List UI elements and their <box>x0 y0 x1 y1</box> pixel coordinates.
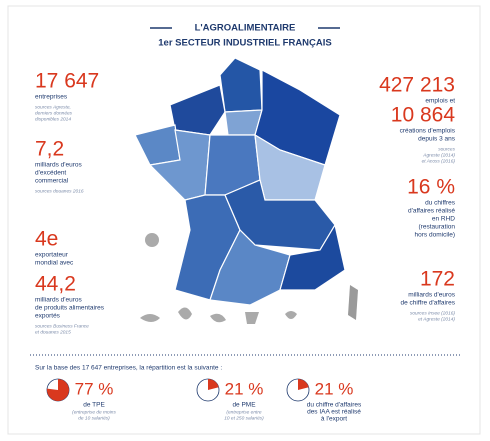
stat-label: en RHD <box>432 216 455 223</box>
stat-number: 16 % <box>407 176 455 199</box>
stat-label: (restauration <box>419 224 456 231</box>
stat-label: milliards d'euros <box>35 162 83 169</box>
stat-label: milliards d'euros <box>35 297 83 304</box>
corsica <box>348 285 358 320</box>
pie-label: 77 % <box>75 379 114 398</box>
region <box>279 223 346 291</box>
stat-number: 7,2 <box>35 138 64 161</box>
pie-note: de 10 salariés) <box>78 415 110 421</box>
stat-label: commercial <box>35 178 69 185</box>
overseas <box>178 307 192 320</box>
region <box>209 228 291 306</box>
pie-text: des IAA est réalisé <box>307 409 361 416</box>
pie-note: (entreprise de moins <box>72 409 116 415</box>
pie-note: (entreprise entre <box>226 409 262 415</box>
pie-label: 21 % <box>315 379 354 398</box>
overseas <box>245 312 259 324</box>
overseas <box>210 313 226 323</box>
stat-source: Agreste (2014) <box>422 152 455 158</box>
pie-text: à l'export <box>321 416 347 423</box>
stat-label: mondial avec <box>35 260 74 267</box>
stat-label: entreprises <box>35 94 68 101</box>
pie-slice <box>208 379 219 390</box>
stat-label: emplois et <box>425 98 455 105</box>
stat-number: 427 213 <box>379 74 455 97</box>
stat-number: 44,2 <box>35 273 76 296</box>
pie-text: de PME <box>232 402 256 409</box>
breakdown-intro: Sur la base des 17 647 entreprises, la r… <box>35 365 222 372</box>
subtitle: 1er SECTEUR INDUSTRIEL FRANÇAIS <box>158 38 332 49</box>
overseas <box>140 314 160 322</box>
pie-text: du chiffre d'affaires <box>307 402 362 409</box>
pie-slice <box>46 379 69 402</box>
stat-label: du chiffres <box>425 200 456 207</box>
map <box>134 57 358 324</box>
stat-source: sources Agreste, <box>35 104 71 110</box>
stat-source: et Acoss (2016) <box>422 158 456 164</box>
stat-label: de chiffre d'affaires <box>401 300 456 307</box>
stat-source: sources Business France <box>35 323 89 329</box>
pie-slice <box>298 379 309 390</box>
stat-label: d'affaires réalisé <box>408 208 455 215</box>
stat-label: depuis 3 ans <box>418 136 456 143</box>
pie-note: 10 et 250 salariés) <box>224 415 264 421</box>
overseas <box>285 311 297 319</box>
stat-source: et douanes 2015 <box>35 329 71 335</box>
stat-source: derniers données <box>35 110 73 116</box>
stat-source: sources Insee (2016) <box>410 310 455 316</box>
stat-source: sources <box>438 146 455 152</box>
stat-number: 4e <box>35 228 58 251</box>
stat-label: exportateur <box>35 252 69 259</box>
pie-text: de TPE <box>83 402 105 409</box>
stat-source: disponibles 2014 <box>35 116 71 122</box>
stat-label: exportés <box>35 313 61 320</box>
stat-label: milliards d'euros <box>408 292 456 299</box>
stat-label: créations d'emplois <box>400 128 456 135</box>
stat-label: de produits alimentaires <box>35 305 105 312</box>
reunion <box>145 233 159 247</box>
stat-number: 10 864 <box>391 104 456 127</box>
title: L'AGROALIMENTAIRE <box>195 23 296 34</box>
stat-number: 172 <box>420 268 455 291</box>
stat-number: 17 647 <box>35 70 99 93</box>
stat-source: et Agreste (2014) <box>418 316 455 322</box>
stat-label: d'excédent <box>35 170 66 177</box>
stat-source: sources douanes 2016 <box>35 188 84 194</box>
stat-label: hors domicile) <box>415 232 455 239</box>
pie-label: 21 % <box>225 379 264 398</box>
